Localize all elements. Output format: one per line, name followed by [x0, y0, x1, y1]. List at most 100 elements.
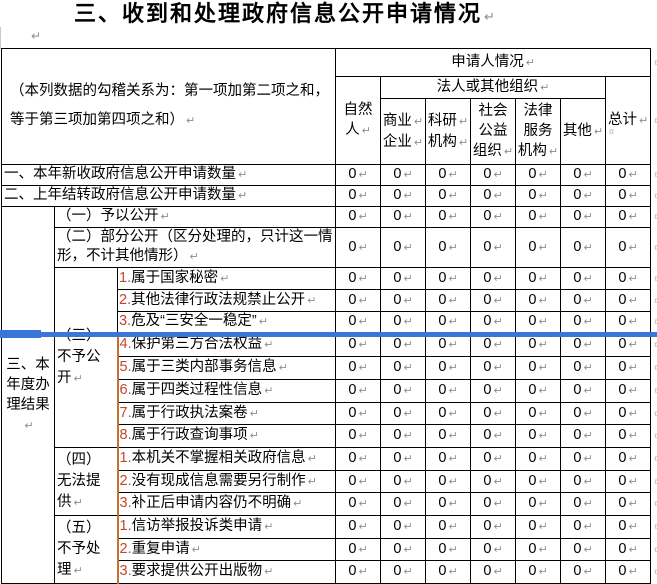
value-text: 0	[348, 208, 357, 224]
value-text: 0	[393, 472, 402, 489]
end-of-row-mark: ¤	[654, 115, 657, 125]
item-not-held: 1.本机关不掌握相关政府信息 ↵	[116, 447, 337, 471]
pilcrow-icon: ↵	[448, 241, 458, 254]
value-cell: 0 ↵	[470, 560, 517, 584]
pilcrow-icon: ↵	[258, 316, 268, 329]
value-text: 0	[483, 472, 492, 489]
pilcrow-icon: ↵	[628, 475, 638, 488]
value-cell: 0 ↵	[425, 311, 472, 334]
pilcrow-icon: ↵	[628, 211, 638, 223]
pilcrow-icon: ↵	[358, 294, 368, 307]
value-text: 0	[573, 427, 582, 443]
pilcrow-icon: ↵	[583, 339, 593, 352]
pilcrow-icon: ↵	[448, 316, 458, 329]
value-text: 0	[483, 187, 492, 203]
value-text: 0	[438, 563, 447, 579]
value-cell: 0 ↵	[470, 424, 517, 448]
value-cell: 0 ↵	[335, 560, 382, 584]
value-text: 0	[483, 359, 492, 375]
value-cell: 0 ↵ ¤	[605, 492, 657, 516]
cell-text-line: 机构 ↵	[427, 132, 469, 153]
pilcrow-icon: ↵	[628, 190, 638, 202]
value-text: 0	[438, 291, 447, 308]
header-social-welfare-org: 社会 公益 组织 ↵	[470, 98, 517, 165]
item-still-unclear: 3.补正后申请内容仍不明确 ↵	[116, 492, 337, 516]
item-process-info: 6.属于四类过程性信息 ↵	[116, 379, 337, 403]
value-cell: 0 ↵	[560, 538, 607, 561]
value-text: 0	[573, 208, 582, 224]
pilcrow-icon: ↵	[307, 453, 317, 465]
value-text: 0	[528, 540, 537, 557]
cell-text-line: 自然	[337, 100, 379, 120]
value-cell: 0 ↵	[425, 470, 472, 493]
value-cell: 0 ↵	[560, 206, 607, 228]
cell-text: 法律	[523, 103, 553, 119]
pilcrow-icon: ↵	[448, 475, 458, 488]
cell-text: 社会	[478, 103, 508, 119]
cell-text: 危及“三安全一稳定”	[131, 313, 257, 330]
table-row: 二、上年结转政府信息公开申请数量 ↵ 0 ↵ 0 ↵ 0 ↵ 0 ↵ 0 ↵ 0 ↵ 0 ↵ ¤	[0, 185, 657, 207]
table-row: 一、本年新收政府信息公开申请数量 ↵ 0 ↵ 0 ↵ 0 ↵ 0 ↵ 0 ↵ 0 ↵ 0 ↵ ¤	[0, 164, 657, 186]
pilcrow-icon: ↵	[538, 475, 548, 488]
value-cell: 0 ↵	[470, 356, 517, 380]
value-text: 0	[438, 313, 447, 330]
value-text: 0	[573, 450, 582, 466]
pilcrow-icon: ↵	[583, 430, 593, 442]
cell-text: 总计	[607, 111, 637, 128]
cell-text: 人	[345, 122, 360, 138]
pilcrow-icon: ↵	[493, 430, 503, 442]
value-text: 0	[573, 359, 582, 375]
pilcrow-icon: ↵	[249, 430, 259, 442]
value-cell: 0 ↵	[425, 379, 472, 403]
value-cell: 0 ↵	[560, 447, 607, 471]
item-number: 4.	[119, 336, 132, 353]
value-cell: 0 ↵	[515, 424, 562, 448]
value-text: 0	[393, 359, 402, 375]
cell-text: 机构	[427, 133, 457, 150]
value-cell: 0 ↵	[380, 379, 427, 403]
pilcrow-icon: ↵	[448, 521, 458, 533]
row-label-partial-disclosure: （二）部分公开（区分处理的，只计这一情形，不计其他情形） ↵	[53, 227, 337, 268]
pilcrow-icon: ↵	[538, 294, 548, 307]
item-admin-inquiry: 8.属于行政查询事项 ↵	[116, 424, 337, 448]
value-text: 0	[438, 269, 447, 286]
pilcrow-icon: ↵	[493, 521, 503, 533]
pilcrow-icon: ↵	[628, 272, 638, 285]
pilcrow-icon: ↵	[191, 543, 201, 556]
value-text: 0	[618, 359, 627, 375]
value-cell: 0 ↵	[560, 560, 607, 584]
value-cell: 0 ↵	[380, 424, 427, 448]
pilcrow-icon: ↵	[538, 362, 548, 374]
cell-text-line: 理结果 ↵	[3, 395, 53, 436]
cell-text-line: 科研 ↵	[427, 111, 469, 132]
value-cell: 0 ↵	[425, 164, 472, 186]
header-research-institution: 科研 ↵ 机构 ↵	[425, 98, 472, 165]
value-text: 0	[438, 540, 447, 557]
value-cell: 0 ↵	[335, 447, 382, 471]
pilcrow-icon: ↵	[493, 316, 503, 329]
pilcrow-icon: ↵	[538, 407, 548, 420]
value-cell: 0 ↵	[380, 289, 427, 312]
pilcrow-icon: ↵	[484, 9, 495, 24]
pilcrow-icon: ↵	[583, 241, 593, 254]
value-text: 0	[348, 540, 357, 557]
value-cell: 0 ↵	[470, 402, 517, 425]
pilcrow-icon: ↵	[358, 521, 368, 533]
end-of-row-mark: ¤	[654, 339, 657, 350]
cell-text: 理结果	[6, 396, 50, 413]
value-cell: 0 ↵	[335, 424, 382, 448]
value-text: 0	[528, 359, 537, 375]
value-text: 0	[528, 404, 537, 421]
end-of-row-mark: ¤	[654, 498, 657, 509]
row-label-carried-over: 二、上年结转政府信息公开申请数量 ↵	[0, 185, 337, 207]
value-cell: 0 ↵	[335, 515, 382, 539]
pilcrow-icon: ↵	[593, 125, 604, 138]
value-text: 0	[618, 208, 627, 224]
value-text: 0	[528, 450, 537, 466]
value-text: 0	[393, 336, 402, 353]
value-text: 0	[348, 427, 357, 443]
pilcrow-icon: ↵	[493, 362, 503, 374]
cell-text: 商业	[382, 112, 412, 129]
pilcrow-icon: ↵	[403, 430, 413, 442]
pilcrow-icon: ↵	[358, 385, 368, 397]
